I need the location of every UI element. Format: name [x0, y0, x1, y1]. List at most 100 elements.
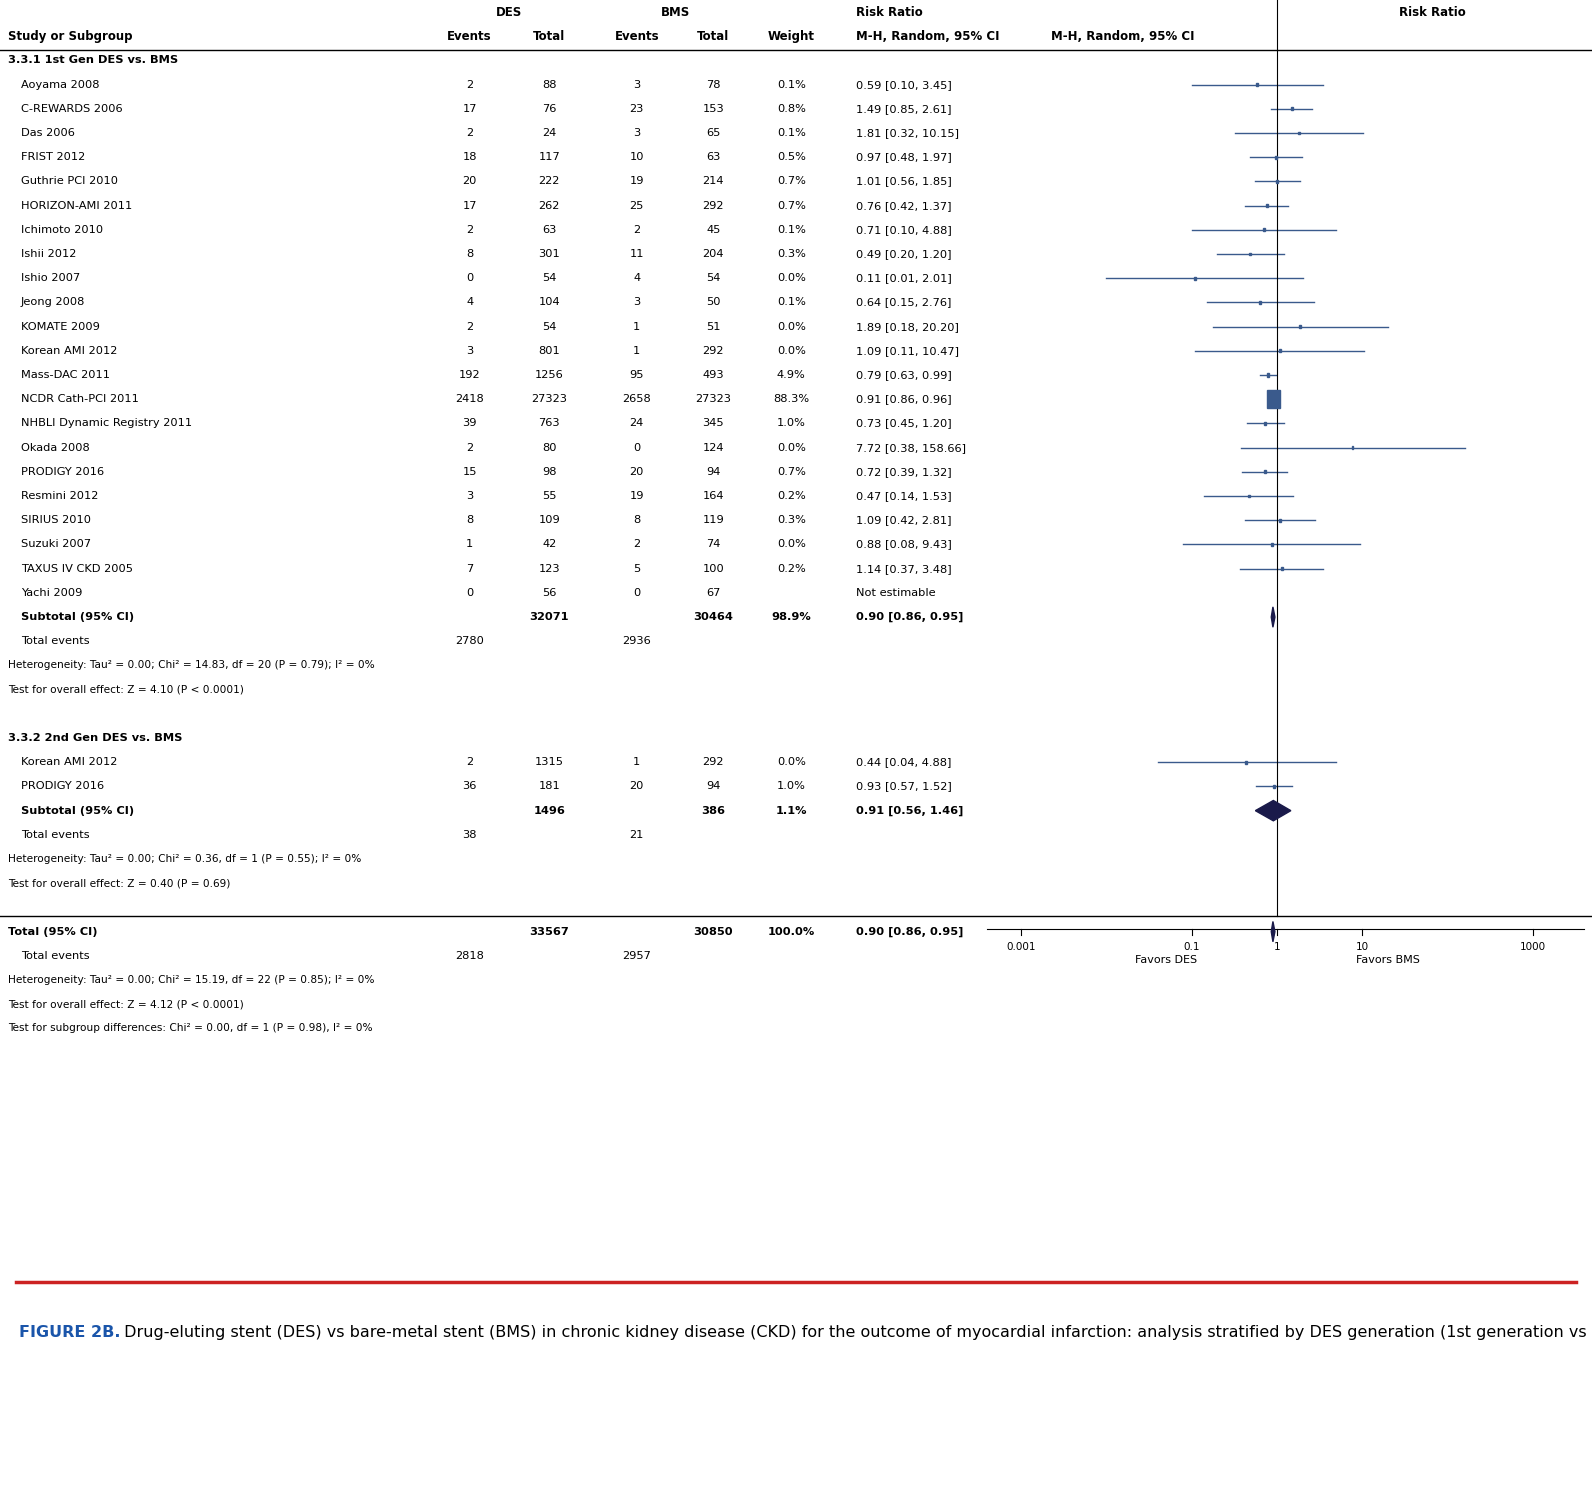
Text: 204: 204: [702, 249, 724, 259]
Text: 50: 50: [705, 298, 721, 307]
Text: 38: 38: [462, 830, 478, 840]
Text: 0.72 [0.39, 1.32]: 0.72 [0.39, 1.32]: [856, 467, 952, 476]
Text: 292: 292: [702, 201, 724, 211]
Text: 222: 222: [538, 177, 560, 186]
Text: 76: 76: [541, 103, 557, 114]
Text: 214: 214: [702, 177, 724, 186]
Text: Drug-eluting stent (DES) vs bare-metal stent (BMS) in chronic kidney disease (CK: Drug-eluting stent (DES) vs bare-metal s…: [119, 1326, 1592, 1341]
Text: NHBLI Dynamic Registry 2011: NHBLI Dynamic Registry 2011: [21, 418, 191, 428]
Bar: [1278, 349, 1282, 352]
Text: Mass-DAC 2011: Mass-DAC 2011: [21, 370, 110, 380]
Text: 0.5%: 0.5%: [777, 153, 806, 162]
Text: Okada 2008: Okada 2008: [21, 443, 89, 452]
Text: 0.1%: 0.1%: [777, 129, 806, 138]
Text: 100.0%: 100.0%: [767, 927, 815, 936]
Text: 0.59 [0.10, 3.45]: 0.59 [0.10, 3.45]: [856, 79, 952, 90]
Text: 45: 45: [705, 225, 721, 235]
Text: 8: 8: [466, 515, 473, 526]
Text: Ishio 2007: Ishio 2007: [21, 273, 80, 283]
Text: 15: 15: [462, 467, 478, 476]
Text: 1315: 1315: [535, 758, 564, 767]
Text: 1.0%: 1.0%: [777, 782, 806, 791]
Text: 98: 98: [541, 467, 557, 476]
Text: 95: 95: [629, 370, 645, 380]
Text: 0: 0: [466, 587, 473, 598]
Text: Heterogeneity: Tau² = 0.00; Chi² = 14.83, df = 20 (P = 0.79); I² = 0%: Heterogeneity: Tau² = 0.00; Chi² = 14.83…: [8, 661, 374, 671]
Text: 21: 21: [629, 830, 645, 840]
Text: 0.91 [0.56, 1.46]: 0.91 [0.56, 1.46]: [856, 806, 963, 816]
Text: 54: 54: [705, 273, 721, 283]
Text: 54: 54: [541, 273, 557, 283]
Text: 30850: 30850: [694, 927, 732, 936]
Text: 4: 4: [466, 298, 473, 307]
Text: 109: 109: [538, 515, 560, 526]
Text: 0.11 [0.01, 2.01]: 0.11 [0.01, 2.01]: [856, 273, 952, 283]
Text: 94: 94: [705, 467, 721, 476]
Text: Risk Ratio: Risk Ratio: [856, 6, 923, 18]
Text: 2: 2: [466, 225, 473, 235]
Bar: [1262, 229, 1266, 231]
Text: 0: 0: [634, 587, 640, 598]
Bar: [1250, 253, 1251, 256]
Text: DES: DES: [497, 6, 522, 18]
Text: 292: 292: [702, 346, 724, 357]
Text: 0.0%: 0.0%: [777, 758, 806, 767]
Text: 1.14 [0.37, 3.48]: 1.14 [0.37, 3.48]: [856, 563, 952, 574]
Text: 88: 88: [541, 79, 557, 90]
Text: Subtotal (95% CI): Subtotal (95% CI): [21, 613, 134, 622]
Text: 1.09 [0.42, 2.81]: 1.09 [0.42, 2.81]: [856, 515, 952, 526]
Text: 54: 54: [541, 322, 557, 331]
Text: 1.0%: 1.0%: [777, 418, 806, 428]
Text: Weight: Weight: [767, 30, 815, 43]
Text: 39: 39: [462, 418, 478, 428]
Text: 0: 0: [466, 273, 473, 283]
Text: 0.1%: 0.1%: [777, 298, 806, 307]
Text: 2936: 2936: [622, 637, 651, 646]
Text: 17: 17: [462, 103, 478, 114]
Text: 19: 19: [629, 491, 645, 500]
Text: 2: 2: [634, 539, 640, 550]
Text: 8: 8: [466, 249, 473, 259]
Text: 1: 1: [1274, 942, 1280, 951]
Text: 1.01 [0.56, 1.85]: 1.01 [0.56, 1.85]: [856, 177, 952, 186]
Text: Test for overall effect: Z = 0.40 (P = 0.69): Test for overall effect: Z = 0.40 (P = 0…: [8, 878, 231, 888]
Bar: [1264, 470, 1266, 473]
Text: Total events: Total events: [21, 637, 89, 646]
Polygon shape: [1272, 607, 1275, 628]
Text: 65: 65: [705, 129, 721, 138]
Text: 42: 42: [543, 539, 556, 550]
Text: 19: 19: [629, 177, 645, 186]
Text: 2780: 2780: [455, 637, 484, 646]
Text: 0.2%: 0.2%: [777, 563, 806, 574]
Text: 0.0%: 0.0%: [777, 273, 806, 283]
Text: 0.1%: 0.1%: [777, 225, 806, 235]
Text: 2: 2: [466, 129, 473, 138]
Text: 1: 1: [634, 346, 640, 357]
Text: 763: 763: [538, 418, 560, 428]
Text: 17: 17: [462, 201, 478, 211]
Text: 0.7%: 0.7%: [777, 467, 806, 476]
Text: 55: 55: [541, 491, 557, 500]
Text: 1.1%: 1.1%: [775, 806, 807, 815]
Text: KOMATE 2009: KOMATE 2009: [21, 322, 100, 331]
Text: FIGURE 2B.: FIGURE 2B.: [19, 1326, 121, 1341]
Text: Favors BMS: Favors BMS: [1356, 954, 1420, 965]
Text: PRODIGY 2016: PRODIGY 2016: [21, 782, 103, 791]
Text: 78: 78: [705, 79, 721, 90]
Text: 801: 801: [538, 346, 560, 357]
Text: 262: 262: [538, 201, 560, 211]
Text: 24: 24: [543, 129, 556, 138]
Text: 1.09 [0.11, 10.47]: 1.09 [0.11, 10.47]: [856, 346, 960, 357]
Text: 292: 292: [702, 758, 724, 767]
Text: Ishii 2012: Ishii 2012: [21, 249, 76, 259]
Text: 20: 20: [629, 467, 645, 476]
Text: Ichimoto 2010: Ichimoto 2010: [21, 225, 103, 235]
Text: FRIST 2012: FRIST 2012: [21, 153, 84, 162]
Text: Not estimable: Not estimable: [856, 587, 936, 598]
Text: 0.0%: 0.0%: [777, 346, 806, 357]
Text: 1.89 [0.18, 20.20]: 1.89 [0.18, 20.20]: [856, 322, 960, 331]
Text: 10: 10: [629, 153, 645, 162]
Text: 0.2%: 0.2%: [777, 491, 806, 500]
Text: Resmini 2012: Resmini 2012: [21, 491, 99, 500]
Text: 2418: 2418: [455, 394, 484, 404]
